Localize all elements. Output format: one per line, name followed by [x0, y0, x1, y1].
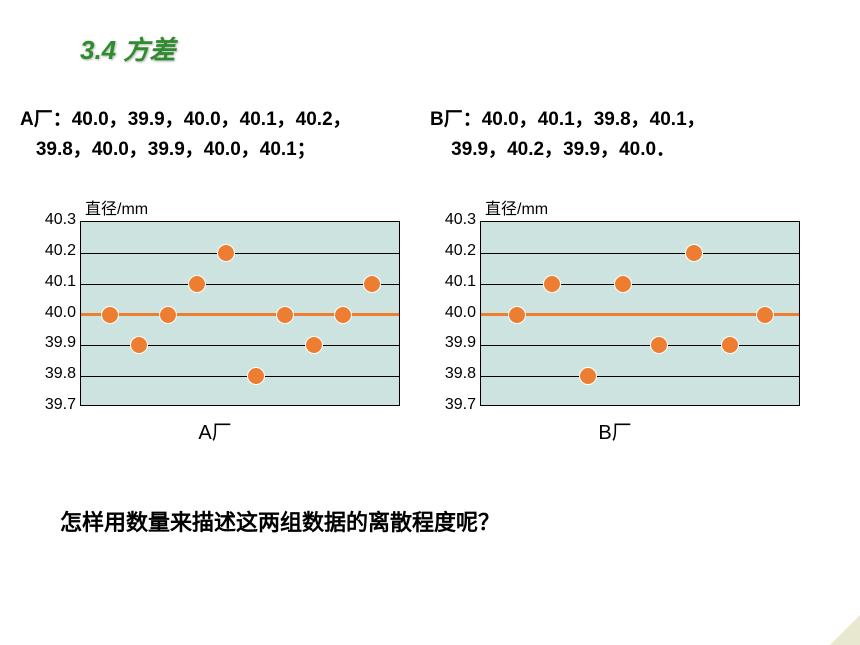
data-point — [508, 306, 526, 324]
data-b-line1: 40.0，40.1，39.8，40.1， — [482, 109, 706, 130]
ytick-label: 39.7 — [430, 396, 476, 414]
chart-a-axis-label: 直径/mm — [85, 195, 148, 219]
question-text: 怎样用数量来描述这两组数据的离散程度呢？ — [60, 505, 500, 537]
ytick-label: 39.8 — [30, 365, 76, 383]
data-point — [247, 367, 265, 385]
ytick-label: 40.2 — [30, 242, 76, 260]
data-point — [276, 306, 294, 324]
gridline — [481, 284, 799, 285]
data-a-line2: 39.8，40.0，39.9，40.0，40.1； — [36, 139, 316, 160]
data-point — [685, 244, 703, 262]
plot-area — [480, 221, 800, 406]
data-point — [756, 306, 774, 324]
ytick-label: 39.9 — [430, 334, 476, 352]
ytick-label: 40.3 — [430, 211, 476, 229]
data-b-line2: 39.9，40.2，39.9，40.0． — [451, 139, 675, 160]
ytick-label: 39.7 — [30, 396, 76, 414]
gridline — [481, 376, 799, 377]
reference-line — [481, 313, 799, 316]
gridline — [81, 345, 399, 346]
gridline — [481, 253, 799, 254]
data-point — [159, 306, 177, 324]
gridline — [81, 253, 399, 254]
data-point — [579, 367, 597, 385]
data-point — [217, 244, 235, 262]
data-point — [721, 336, 739, 354]
chart-b: 40.340.240.140.039.939.839.7 — [430, 221, 800, 406]
data-b-label: B厂： — [430, 109, 482, 130]
page-corner-fold — [830, 615, 860, 645]
data-block-a: A厂：40.0，39.9，40.0，40.1，40.2， 39.8，40.0，3… — [20, 105, 430, 166]
data-point — [305, 336, 323, 354]
data-point — [543, 275, 561, 293]
gridline — [81, 284, 399, 285]
chart-a: 40.340.240.140.039.939.839.7 — [30, 221, 400, 406]
charts-row: 直径/mm 40.3 40.2 40.1 40.0 39.9 39.8 39.7 A厂 直径… — [30, 195, 800, 445]
gridline — [481, 345, 799, 346]
plot-area — [80, 221, 400, 406]
chart-a-name: A厂 — [198, 416, 231, 445]
data-row: A厂：40.0，39.9，40.0，40.1，40.2， 39.8，40.0，3… — [20, 105, 840, 166]
ytick-label: 40.2 — [430, 242, 476, 260]
ytick-label: 40.1 — [430, 273, 476, 291]
data-point — [188, 275, 206, 293]
chart-b-name: B厂 — [598, 416, 631, 445]
ytick-label: 40.3 — [30, 211, 76, 229]
ytick-label: 39.9 — [30, 334, 76, 352]
chart-b-axis-label: 直径/mm — [485, 195, 548, 219]
slide-title: 3.4 方差 — [80, 30, 175, 67]
data-point — [130, 336, 148, 354]
data-point — [614, 275, 632, 293]
data-point — [650, 336, 668, 354]
data-a-line1: 40.0，39.9，40.0，40.1，40.2， — [72, 109, 352, 130]
data-block-b: B厂：40.0，40.1，39.8，40.1， 39.9，40.2，39.9，4… — [430, 105, 840, 166]
data-point — [334, 306, 352, 324]
data-point — [101, 306, 119, 324]
data-a-label: A厂： — [20, 109, 72, 130]
ytick-label: 40.1 — [30, 273, 76, 291]
chart-a-wrap: 直径/mm 40.3 40.2 40.1 40.0 39.9 39.8 39.7 A厂 — [30, 195, 400, 445]
chart-b-wrap: 直径/mm 40.3 40.2 40.1 40.0 39.9 39.8 39.7 B厂 — [430, 195, 800, 445]
gridline — [81, 376, 399, 377]
ytick-label: 39.8 — [430, 365, 476, 383]
ytick-label: 40.0 — [430, 304, 476, 322]
data-point — [363, 275, 381, 293]
ytick-label: 40.0 — [30, 304, 76, 322]
